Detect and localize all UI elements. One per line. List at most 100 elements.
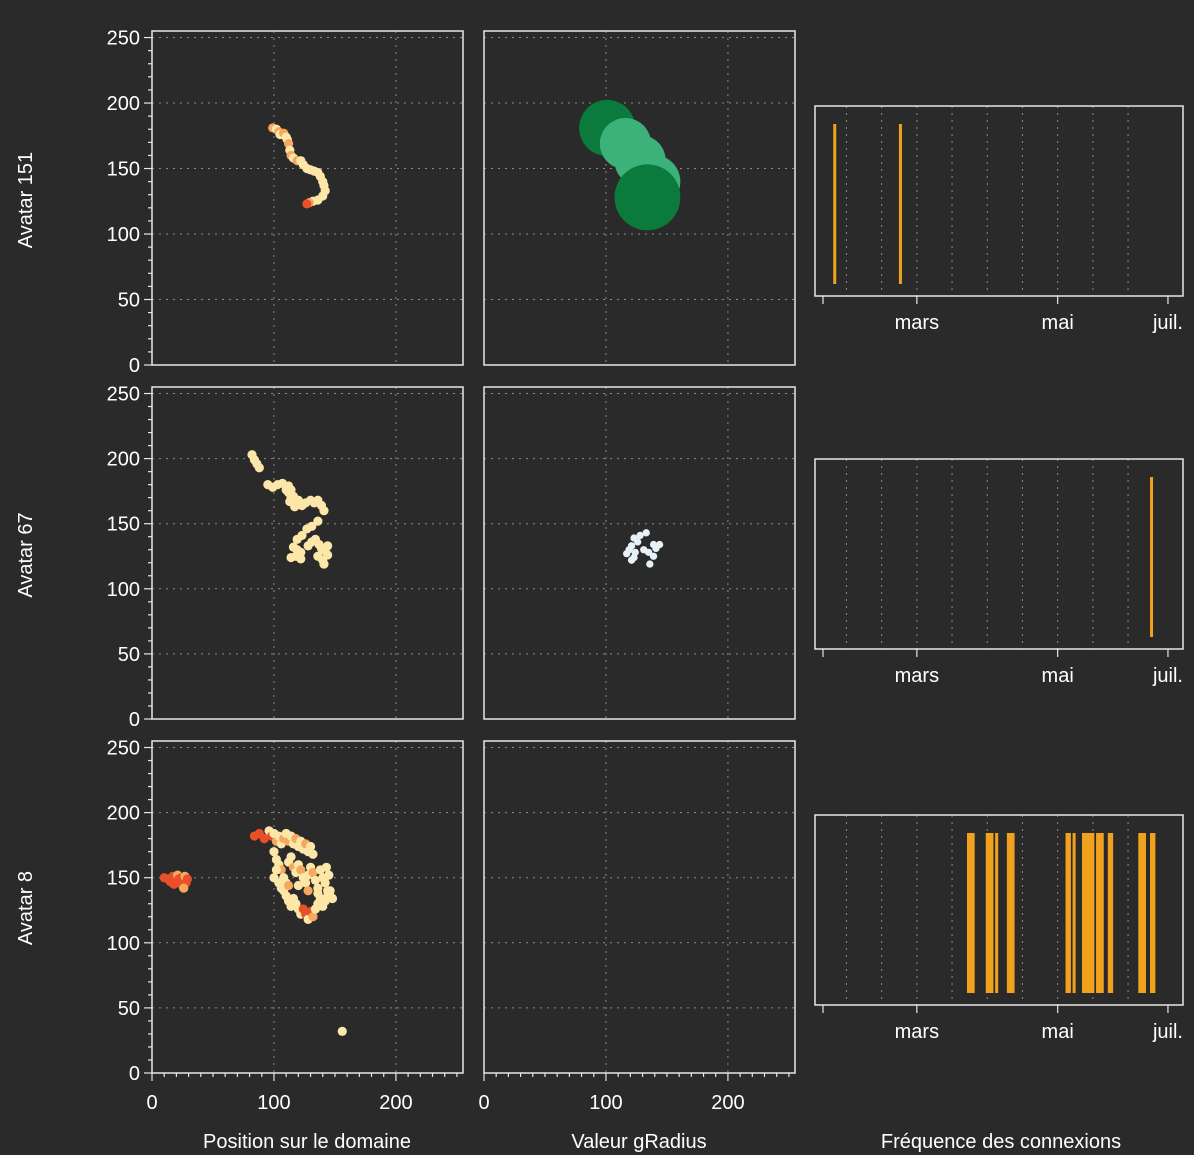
connexion-bar xyxy=(1140,833,1144,993)
position-point xyxy=(302,199,312,209)
y-tick-label: 200 xyxy=(107,803,140,825)
position-point xyxy=(324,870,334,880)
connexion-bar xyxy=(1081,833,1085,993)
connexion-bar xyxy=(985,833,989,993)
panel-connexions-row-2: mars mai juil. xyxy=(814,814,1184,1043)
connexion-bar xyxy=(1150,833,1154,993)
position-point xyxy=(313,551,323,561)
column-label-gradius: Valeur gRadius xyxy=(571,1131,706,1153)
position-point xyxy=(259,834,269,844)
panel-connexions-row-0: mars mai juil. xyxy=(814,105,1184,334)
y-tick-label: 200 xyxy=(107,93,140,115)
connexion-bar xyxy=(1086,833,1090,993)
panel-border xyxy=(151,386,464,720)
gradius-point xyxy=(614,164,681,231)
position-point xyxy=(321,862,332,872)
gradius-point xyxy=(655,540,664,549)
time-tick-label: juil. xyxy=(1152,665,1183,687)
y-tick-label: 50 xyxy=(118,290,140,312)
time-tick-label: mai xyxy=(1042,1021,1074,1043)
connexion-bar xyxy=(1096,833,1100,993)
y-tick-label: 250 xyxy=(107,738,140,760)
row-label-avatar-67: Avatar 67 xyxy=(15,512,37,597)
panel-connexions-row-1: mars mai juil. xyxy=(814,458,1184,687)
panel-position-row-2: 0 50 100 150 200 250 0 100 200 xyxy=(107,738,464,1114)
connexion-bar xyxy=(1110,833,1114,993)
connexion-bar xyxy=(1006,833,1010,993)
panels-layer: 0 50 100 150 200 250 mars mai juil. 0 50 100 150 200 2… xyxy=(107,28,1184,1114)
position-point xyxy=(301,878,311,888)
position-point xyxy=(302,524,312,534)
y-tick-label: 0 xyxy=(129,355,140,377)
x-tick-label: 0 xyxy=(478,1092,489,1114)
position-point xyxy=(313,516,323,526)
x-tick-label: 0 xyxy=(146,1092,157,1114)
position-point xyxy=(325,886,335,896)
position-point xyxy=(308,912,318,922)
y-tick-label: 250 xyxy=(107,384,140,406)
connexion-bar xyxy=(1150,477,1154,637)
position-point xyxy=(182,874,192,884)
connexion-bar xyxy=(1152,833,1156,993)
x-tick-label: 100 xyxy=(257,1092,290,1114)
panel-border xyxy=(483,30,796,366)
gradius-point xyxy=(627,542,636,550)
position-point xyxy=(179,883,189,893)
connexion-bar xyxy=(1107,833,1111,993)
panel-border xyxy=(151,740,464,1074)
panel-border xyxy=(483,386,796,720)
position-point xyxy=(337,1026,347,1036)
position-point xyxy=(319,559,329,569)
y-tick-label: 150 xyxy=(107,868,140,890)
connexion-bar xyxy=(966,833,970,993)
x-tick-label: 100 xyxy=(589,1092,622,1114)
connexion-bar xyxy=(1009,833,1013,993)
panel-border xyxy=(483,740,796,1074)
gradius-point xyxy=(630,534,638,542)
y-tick-label: 100 xyxy=(107,933,140,955)
connexion-bar xyxy=(1011,833,1015,993)
y-tick-label: 150 xyxy=(107,159,140,181)
connexion-bar xyxy=(990,833,994,993)
gradius-point xyxy=(646,560,654,568)
position-point xyxy=(308,867,318,878)
time-tick-label: mai xyxy=(1042,312,1074,334)
column-label-position: Position sur le domaine xyxy=(203,1131,411,1153)
gradius-point xyxy=(642,529,650,537)
connexion-bar xyxy=(898,124,902,284)
position-point xyxy=(292,534,302,544)
y-tick-label: 0 xyxy=(129,709,140,731)
position-point xyxy=(286,552,296,563)
position-point xyxy=(271,865,281,875)
y-tick-label: 150 xyxy=(107,514,140,536)
position-point xyxy=(254,463,264,473)
position-point xyxy=(269,847,279,857)
time-tick-label: juil. xyxy=(1152,1021,1183,1043)
time-tick-label: mars xyxy=(895,1021,939,1043)
position-point xyxy=(313,888,323,898)
position-point xyxy=(269,873,279,883)
position-point xyxy=(293,880,303,891)
panel-gradius-row-0 xyxy=(483,30,796,366)
panel-border xyxy=(151,30,464,366)
connexion-bar xyxy=(1100,833,1104,993)
x-tick-label: 200 xyxy=(711,1092,744,1114)
y-tick-label: 100 xyxy=(107,579,140,601)
connexion-bar xyxy=(1089,833,1093,993)
position-point xyxy=(320,878,330,888)
time-tick-label: mars xyxy=(895,312,939,334)
connexion-bar xyxy=(969,833,973,993)
panel-border xyxy=(814,105,1184,297)
position-point xyxy=(276,883,286,893)
connexion-bar xyxy=(995,833,999,993)
connexion-bar xyxy=(1091,833,1095,993)
connexion-bar xyxy=(1138,833,1142,993)
gradius-point xyxy=(627,556,636,564)
panel-gradius-row-1 xyxy=(483,386,796,720)
position-point xyxy=(323,541,333,551)
connexion-bar xyxy=(1072,833,1076,993)
connexion-bar xyxy=(1065,833,1069,993)
y-tick-label: 50 xyxy=(118,998,140,1020)
